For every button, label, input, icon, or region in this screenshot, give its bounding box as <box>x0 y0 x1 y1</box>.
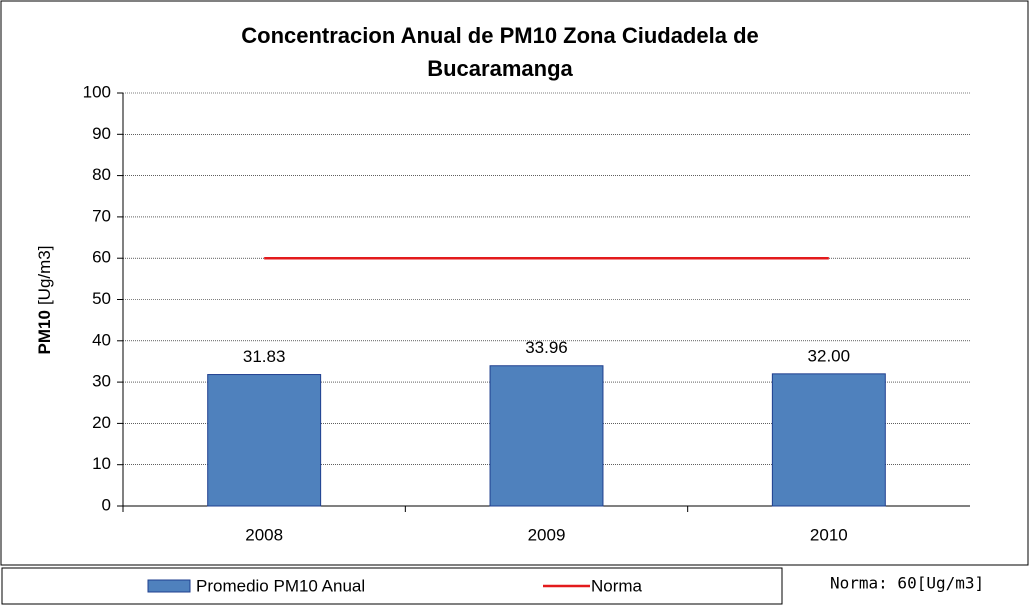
annotation: Norma: 60[Ug/m3] <box>830 574 984 593</box>
y-tick-label: 0 <box>102 495 111 514</box>
chart-title: Bucaramanga <box>427 56 573 81</box>
y-tick-label: 60 <box>92 248 111 267</box>
y-axis-label: PM10 [Ug/m3] <box>35 246 54 355</box>
y-tick-label: 30 <box>92 372 111 391</box>
legend-label: Norma <box>591 576 643 595</box>
data-label: 31.83 <box>243 347 286 366</box>
y-tick-label: 100 <box>83 82 111 101</box>
data-label: 32.00 <box>808 346 851 365</box>
chart-title: Concentracion Anual de PM10 Zona Ciudade… <box>241 23 759 48</box>
x-tick-label: 2008 <box>245 525 283 544</box>
y-tick-label: 50 <box>92 289 111 308</box>
bar <box>207 374 322 507</box>
y-tick-label: 80 <box>92 165 111 184</box>
x-tick-label: 2010 <box>810 525 848 544</box>
legend-label: Promedio PM10 Anual <box>196 576 365 595</box>
y-tick-label: 40 <box>92 330 111 349</box>
bar <box>489 365 604 507</box>
y-axis-label-bold: PM10 <box>35 310 54 354</box>
y-tick-label: 10 <box>92 454 111 473</box>
data-label: 33.96 <box>525 338 568 357</box>
bar <box>771 373 886 507</box>
y-axis-label-unit: [Ug/m3] <box>35 246 54 306</box>
y-tick-label: 70 <box>92 206 111 225</box>
y-tick-label: 20 <box>92 413 111 432</box>
y-tick-label: 90 <box>92 124 111 143</box>
x-tick-label: 2009 <box>528 525 566 544</box>
legend-box <box>1 567 783 605</box>
legend-swatch <box>147 579 191 593</box>
